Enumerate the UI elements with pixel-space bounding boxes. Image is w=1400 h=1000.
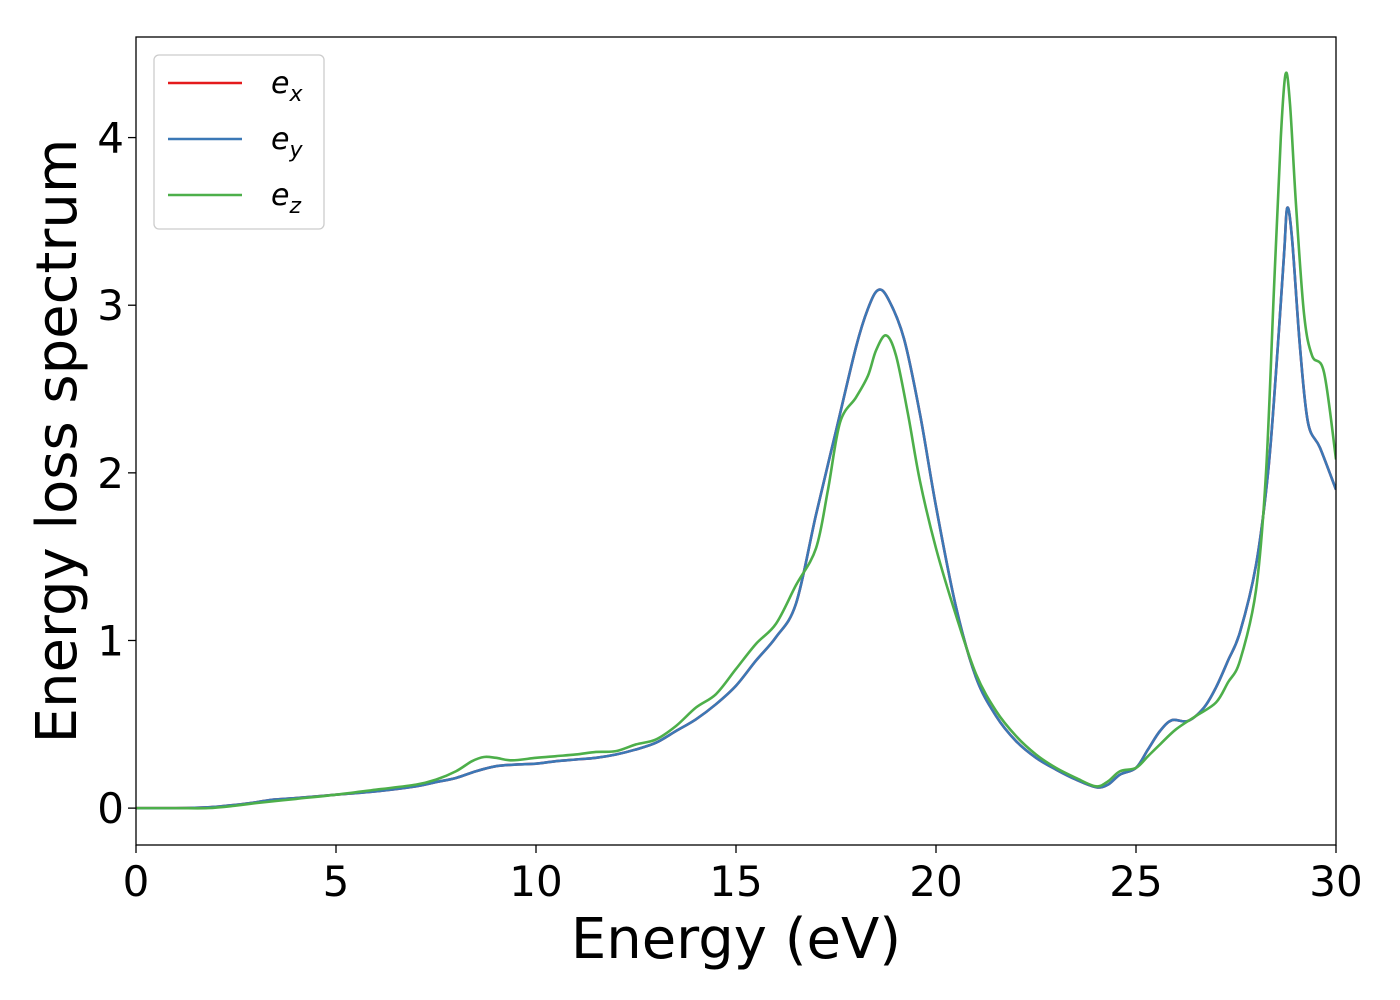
legend-label-subscript: y [288,138,303,163]
y-tick-label: 2 [97,449,124,498]
y-tick-label: 4 [97,114,124,163]
x-tick-label: 25 [1109,857,1162,906]
legend-label-subscript: z [288,194,301,219]
y-tick-label: 0 [97,784,124,833]
legend-label-e-z: ez [271,178,301,219]
legend-box [153,54,325,230]
x-tick-label: 0 [123,857,150,906]
y-axis-ticks: 0 1 2 3 4 [97,114,136,833]
legend-label-e-x: ex [271,66,303,107]
y-tick-label: 3 [97,281,124,330]
x-axis-ticks: 0 5 10 15 20 25 30 [123,845,1363,906]
y-axis-label: Energy loss spectrum [25,139,90,744]
plot-lines [136,71,1336,810]
legend-label-main: e [271,66,289,101]
series-line-e-z [136,71,1336,810]
x-tick-label: 10 [509,857,562,906]
legend-label-subscript: x [288,82,303,107]
x-axis-label: Energy (eV) [571,907,901,972]
x-tick-label: 20 [909,857,962,906]
legend-label-e-y: ey [271,122,303,163]
y-tick-label: 1 [97,616,124,665]
x-tick-label: 30 [1309,857,1362,906]
x-tick-label: 15 [709,857,762,906]
legend-label-main: e [271,178,289,213]
x-tick-label: 5 [323,857,350,906]
legend-label-main: e [271,122,289,157]
series-line-e-y [136,206,1336,810]
